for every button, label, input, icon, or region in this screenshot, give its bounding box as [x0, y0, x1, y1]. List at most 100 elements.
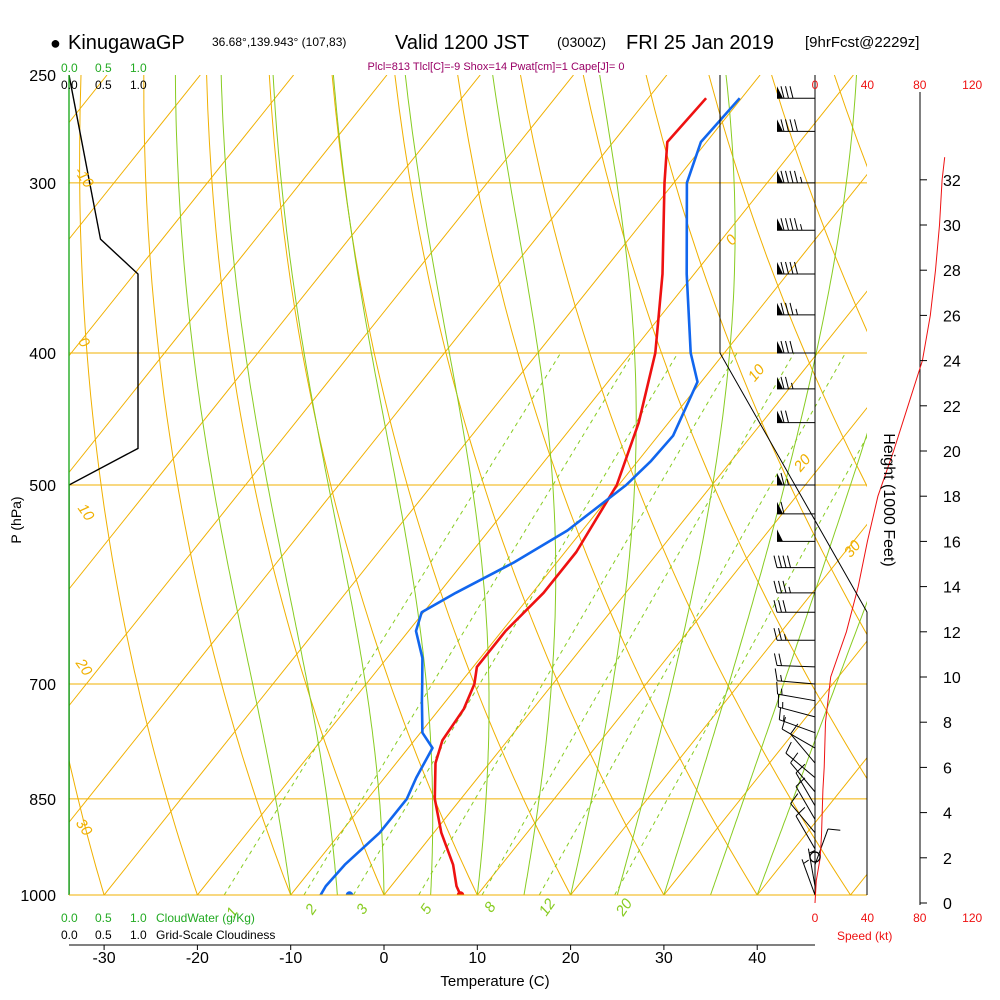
wind-speed-profile	[719, 75, 946, 904]
moist-adiabat-line	[663, 75, 857, 895]
valid-zulu: (0300Z)	[557, 34, 606, 50]
wind-barb	[777, 694, 816, 718]
wind-barb-shaft	[801, 859, 816, 896]
dry-adiabat-line	[960, 75, 1000, 895]
isotherm-line	[290, 173, 867, 895]
wind-barbs	[773, 86, 841, 896]
cloudiness-tick-bottom: 0.0	[61, 928, 78, 942]
mixing-ratio-label: 8	[481, 899, 500, 916]
mixing-ratio-label: 2	[301, 901, 321, 919]
isobar-lines	[69, 182, 867, 800]
wind-barb	[773, 555, 815, 569]
pressure-tick-label: 700	[29, 677, 56, 694]
mixing-ratio-lines	[223, 352, 867, 895]
wind-barb-full	[782, 600, 787, 613]
height-tick-label: 8	[943, 715, 952, 732]
skew-boundary-line	[719, 75, 868, 895]
mixing-ratio-line	[614, 435, 867, 895]
wind-barb-full	[785, 741, 792, 754]
wind-barb-full	[785, 170, 789, 183]
speed-axis-title: Speed (kt)	[837, 929, 892, 943]
wind-barb-flag	[777, 119, 783, 132]
speed-tick-label-top: 120	[962, 78, 982, 92]
wind-barb-full	[785, 86, 789, 99]
wind-barb-flag	[777, 262, 783, 275]
wind-barb-full	[785, 340, 789, 354]
wind-barb	[790, 793, 816, 834]
dry-adiabat-line	[69, 758, 105, 895]
height-tick-label: 22	[943, 399, 961, 416]
wind-barb-flag	[777, 410, 783, 423]
cloud-legend: 0.0 0.5 1.0 0.0 0.5 1.0 0.0 0.5 1.0 Clou…	[61, 61, 275, 942]
wind-barb	[773, 580, 815, 594]
height-tick-label: 24	[943, 354, 961, 371]
wind-barb-flag	[777, 218, 783, 231]
pressure-tick-label: 300	[29, 176, 56, 193]
isotherm-line	[0, 75, 14, 895]
station-dot: ●	[50, 33, 61, 53]
wind-barb-shaft	[781, 728, 816, 749]
wind-barb-shaft	[778, 706, 816, 718]
dry-adiabat-label: 30	[72, 816, 96, 840]
moist-adiabat-line	[404, 75, 490, 895]
cloudiness-tick-bottom: 1.0	[130, 928, 147, 942]
wind-barb-full	[780, 86, 785, 99]
wind-barb-shaft	[814, 828, 829, 865]
dry-adiabat-line	[268, 75, 478, 895]
temperature-tick-label: 0	[380, 950, 389, 967]
wind-barb-full	[789, 218, 794, 231]
cloudwater-tick-top: 0.5	[95, 61, 112, 75]
isotherm-line	[69, 75, 574, 707]
wind-barb-full	[789, 302, 794, 315]
wind-barb-full	[785, 410, 789, 423]
isotherm-line	[850, 873, 867, 895]
wind-barb-full	[774, 668, 778, 681]
dry-adiabat-lines	[69, 75, 1000, 895]
pressure-tick-label: 500	[29, 478, 56, 495]
wind-barb	[778, 707, 816, 734]
wind-barb-full	[780, 472, 785, 486]
wind-barb-full	[795, 777, 806, 787]
isotherm-line	[69, 75, 294, 357]
temperature-tick-label: -20	[186, 950, 209, 967]
cloudiness-tick-top: 1.0	[130, 78, 147, 92]
wind-barb-full	[785, 218, 789, 231]
mixing-ratio-line	[481, 352, 795, 895]
wind-barb	[773, 653, 816, 668]
wind-barb-half	[791, 382, 794, 389]
wind-barb-flag	[777, 376, 783, 389]
moist-adiabat-line	[332, 75, 434, 895]
wind-barb-shaft	[777, 693, 816, 702]
dry-adiabat-line	[457, 75, 758, 895]
height-tick-label: 28	[943, 263, 961, 280]
wind-barb-half	[780, 674, 783, 682]
valid-date: FRI 25 Jan 2019	[626, 32, 774, 54]
mixing-ratio-line	[352, 352, 679, 895]
wind-barb	[807, 848, 816, 887]
saturated-adiabat-label: 30	[841, 537, 865, 561]
wind-barb-full	[789, 170, 794, 183]
wind-barb-shaft	[777, 680, 816, 685]
wind-barb-shaft	[777, 665, 816, 668]
cloudwater-tick-bottom: 0.0	[61, 911, 78, 925]
wind-barb-half	[783, 715, 785, 722]
cloudiness-label: Grid-Scale Cloudiness	[156, 928, 275, 942]
pressure-tick-label: 1000	[20, 888, 56, 905]
isotherm-line	[69, 75, 388, 474]
cloudwater-tick-top: 1.0	[130, 61, 147, 75]
wind-barb-full	[778, 653, 783, 666]
dry-adiabat-label: -10	[71, 164, 98, 192]
cloudiness-tick-bottom: 0.5	[95, 928, 112, 942]
wind-barb-full	[790, 793, 799, 804]
forecast-cycle: [9hrFcst@2229z]	[805, 34, 919, 51]
height-tick-label: 10	[943, 670, 961, 687]
wind-barb-full	[781, 717, 786, 730]
wind-barb-full	[780, 261, 785, 275]
wind-barb-flag	[777, 302, 783, 315]
wind-barb	[773, 628, 815, 641]
cloudwater-tick-bottom: 1.0	[130, 911, 147, 925]
height-tick-label: 0	[943, 896, 952, 913]
wind-barb-full	[780, 119, 785, 132]
wind-barb-half	[800, 176, 803, 183]
